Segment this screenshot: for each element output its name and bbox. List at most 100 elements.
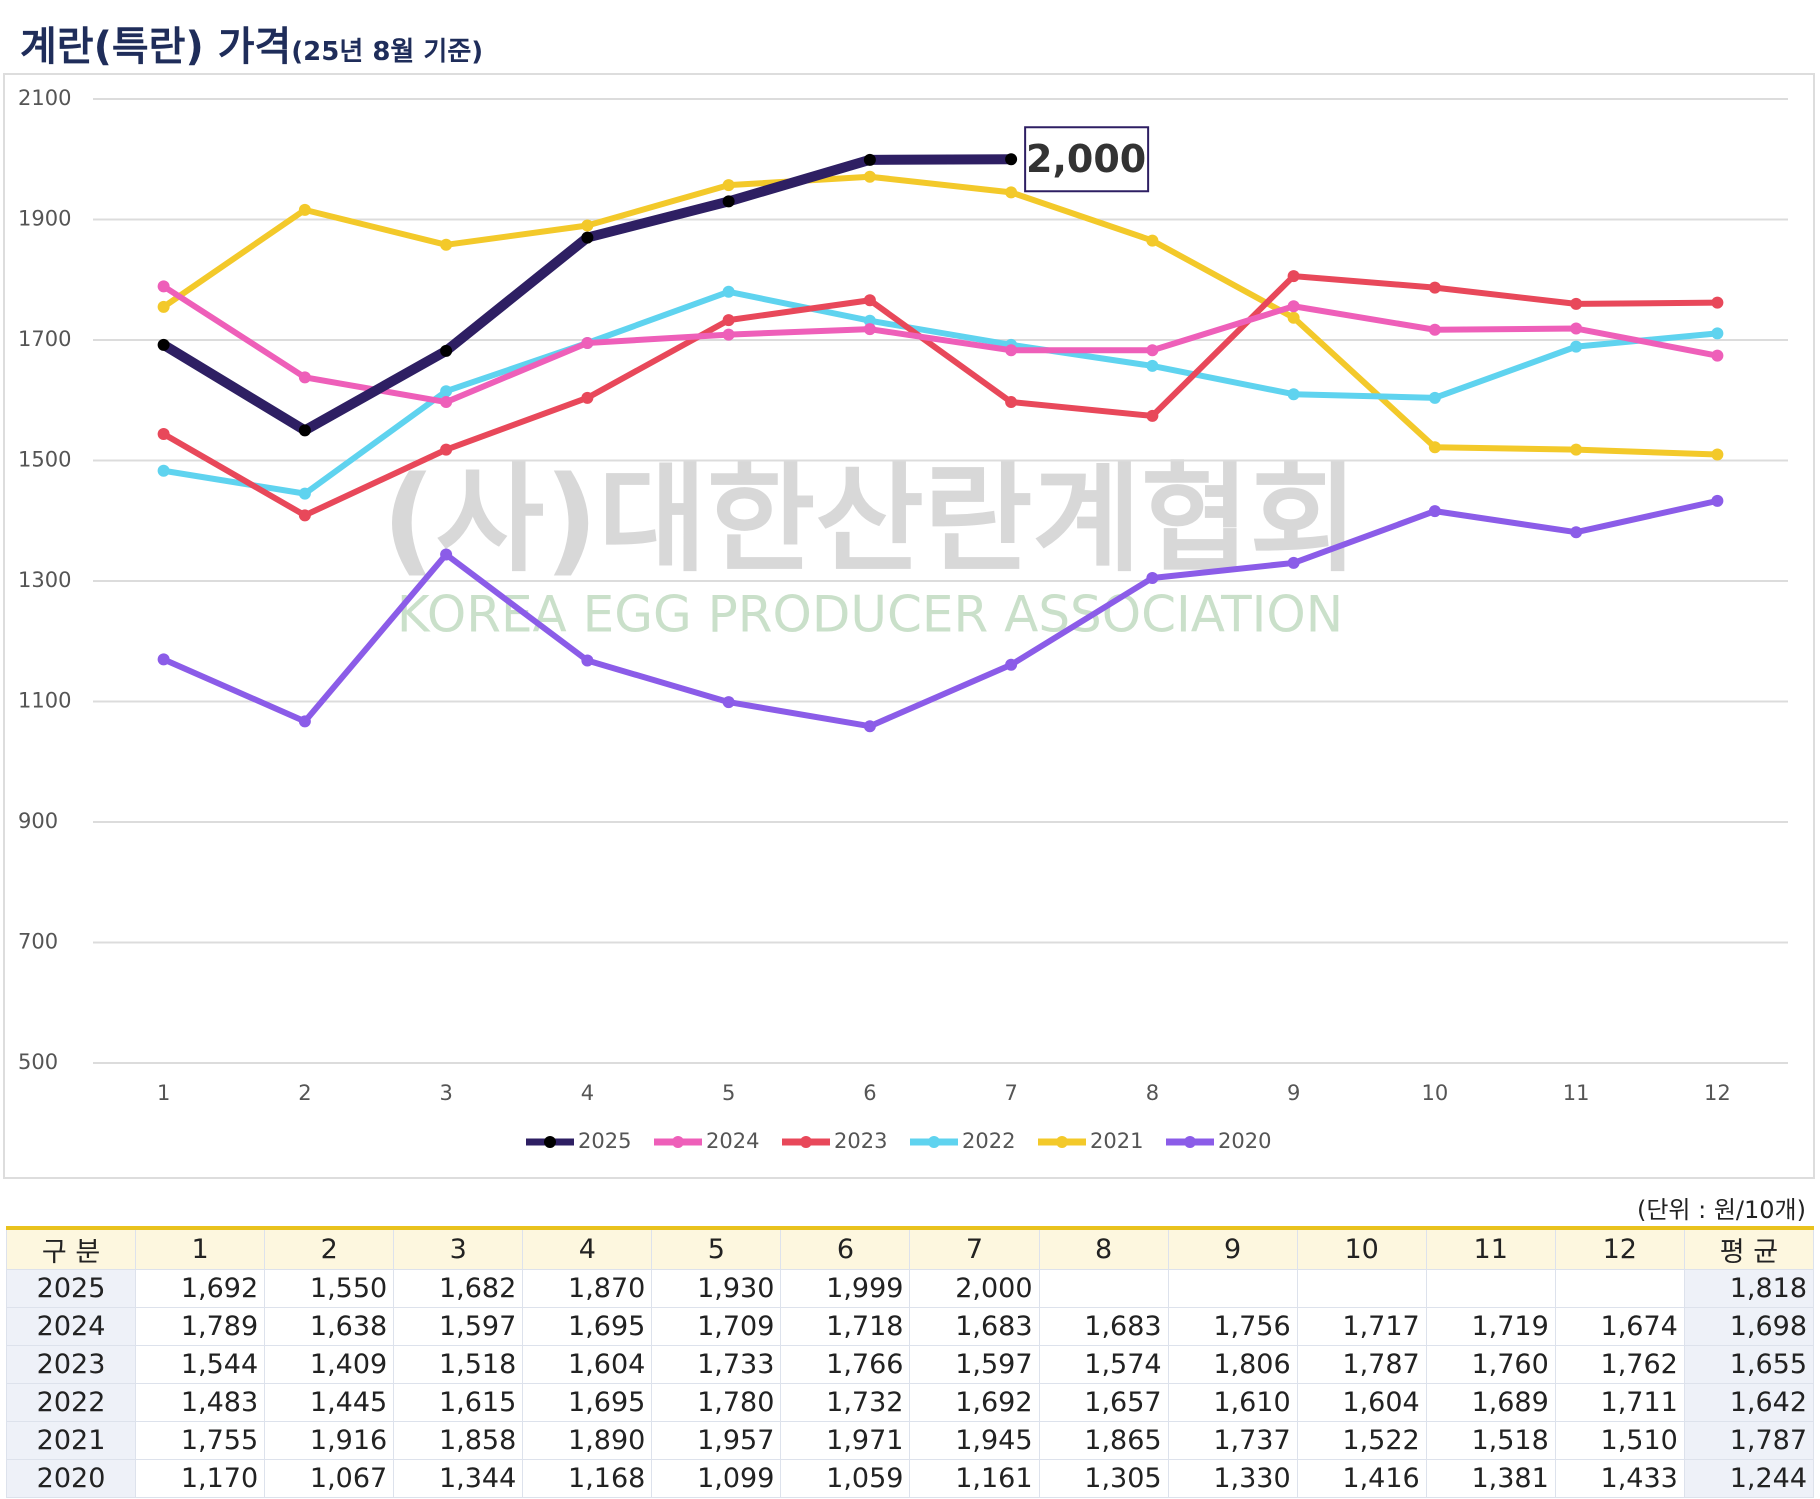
point: [1570, 340, 1583, 353]
point: [863, 294, 876, 307]
table-cell: 2024: [5, 1307, 137, 1346]
point: [1570, 322, 1583, 335]
point: [1570, 526, 1583, 539]
table-cell: 1,916: [264, 1421, 395, 1460]
point: [157, 338, 170, 351]
x-tick-label: 2: [298, 1081, 311, 1105]
point: [1005, 186, 1018, 199]
point: [298, 371, 311, 384]
point: [581, 337, 594, 350]
point: [440, 396, 453, 409]
table-cell: 1,806: [1167, 1345, 1298, 1384]
series-line: [162, 283, 1718, 406]
point: [863, 153, 876, 166]
point: [298, 715, 311, 728]
point: [157, 427, 170, 440]
table-cell: [1425, 1269, 1556, 1308]
x-tick-label: 5: [722, 1081, 735, 1105]
table-cell: 1,604: [1296, 1383, 1427, 1422]
table-cell: 1,787: [1296, 1345, 1427, 1384]
point: [440, 344, 453, 357]
point: [298, 203, 311, 216]
point: [1428, 441, 1441, 454]
table-cell: 1,858: [393, 1421, 524, 1460]
table: 구 분 1 2 3 4 5 6 7 8 9 10 11 12 평 균 2025 1,692 1,550 1,682…: [5, 1226, 1815, 1498]
table-cell: 12: [1554, 1227, 1685, 1270]
legend-dot: [544, 1136, 556, 1148]
table-cell: 1,330: [1167, 1459, 1298, 1498]
table-row: 2024 1,789 1,638 1,597 1,695 1,709 1,718 1,683 1…: [5, 1307, 1815, 1346]
table-cell: 1,692: [135, 1269, 266, 1308]
table-cell: 3: [393, 1227, 524, 1270]
point: [1005, 396, 1018, 409]
point: [157, 280, 170, 293]
table-row: 2023 1,544 1,409 1,518 1,604 1,733 1,766 1,597 1…: [5, 1345, 1815, 1384]
x-tick-label: 11: [1563, 1081, 1590, 1105]
table-cell: 1,409: [264, 1345, 395, 1384]
table-cell: 1,733: [651, 1345, 782, 1384]
table-cell: 1,099: [651, 1459, 782, 1498]
y-tick-label: 900: [18, 809, 58, 833]
table-cell: 1,381: [1425, 1459, 1556, 1498]
table-cell: 6: [780, 1227, 911, 1270]
table-cell: 1,760: [1425, 1345, 1556, 1384]
point: [863, 323, 876, 336]
table-cell: 1,067: [264, 1459, 395, 1498]
table-cell: 평 균: [1683, 1227, 1815, 1270]
point: [581, 654, 594, 667]
table-cell: 2023: [5, 1345, 137, 1384]
legend-label: 2020: [1218, 1129, 1271, 1153]
table-cell: 4: [522, 1227, 653, 1270]
point: [1005, 658, 1018, 671]
legend-dot: [800, 1136, 812, 1148]
point: [1428, 281, 1441, 294]
legend-dot: [1056, 1136, 1068, 1148]
title: 계란(특란) 가격(25년 8월 기준): [20, 14, 483, 72]
table-cell: 2020: [5, 1459, 137, 1498]
table-cell: [1167, 1269, 1298, 1308]
table-cell: 1,756: [1167, 1307, 1298, 1346]
table-row: 2025 1,692 1,550 1,682 1,870 1,930 1,999 2,000 1…: [5, 1269, 1815, 1308]
point: [1146, 344, 1159, 357]
point: [1287, 270, 1300, 283]
point: [1146, 234, 1159, 247]
table-cell: 1,945: [909, 1421, 1040, 1460]
table-cell: 2025: [5, 1269, 137, 1308]
point: [1287, 311, 1300, 324]
point: [440, 443, 453, 456]
point: [157, 653, 170, 666]
y-tick-label: 1900: [18, 207, 71, 231]
table-cell: 1,161: [909, 1459, 1040, 1498]
table-cell: 1,597: [909, 1345, 1040, 1384]
point: [1570, 297, 1583, 310]
table-cell: 2,000: [909, 1269, 1040, 1308]
point: [298, 424, 311, 437]
point: [722, 179, 735, 192]
point: [1005, 344, 1018, 357]
table-cell: 2021: [5, 1421, 137, 1460]
point: [722, 314, 735, 327]
series-line: [161, 154, 1012, 436]
chart-border: [3, 73, 1815, 1179]
table-cell: 1,416: [1296, 1459, 1427, 1498]
x-tick-label: 7: [1004, 1081, 1017, 1105]
point: [1711, 349, 1724, 362]
table-cell: 1,657: [1038, 1383, 1169, 1422]
table-cell: 1,683: [1038, 1307, 1169, 1346]
table-cell: 구 분: [5, 1227, 137, 1270]
point: [722, 285, 735, 298]
table-cell: 1,870: [522, 1269, 653, 1308]
legend-label: 2021: [1090, 1129, 1143, 1153]
table-cell: 1,244: [1683, 1459, 1815, 1498]
point: [1287, 388, 1300, 401]
x-tick-label: 3: [439, 1081, 452, 1105]
point: [863, 170, 876, 183]
point: [1570, 443, 1583, 456]
table-cell: 10: [1296, 1227, 1427, 1270]
table-cell: 1,518: [1425, 1421, 1556, 1460]
table-cell: 1,787: [1683, 1421, 1815, 1460]
y-tick-label: 2100: [18, 86, 71, 110]
table-cell: 1,610: [1167, 1383, 1298, 1422]
point: [1711, 448, 1724, 461]
table-cell: 1,698: [1683, 1307, 1815, 1346]
